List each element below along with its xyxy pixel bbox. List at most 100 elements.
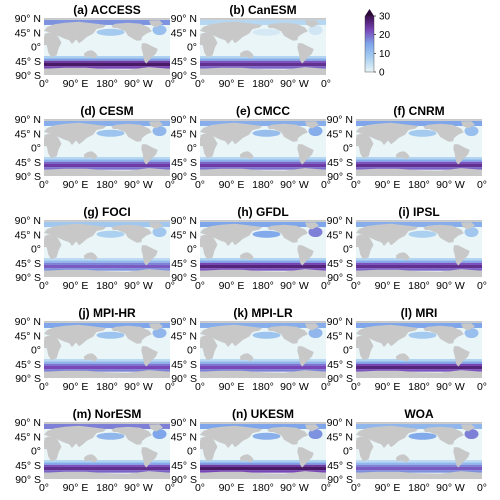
southern-ocean-band [200, 361, 326, 364]
landmass [111, 426, 152, 445]
longitude-tick-label: 0° [39, 179, 49, 191]
panel-title: WOA [404, 407, 434, 421]
southern-ocean-band [200, 66, 326, 69]
landmass [149, 424, 163, 432]
latitude-tick-label: 45° N [171, 27, 197, 39]
southern-ocean-band [356, 365, 482, 370]
southern-ocean-band [200, 159, 326, 162]
longitude-tick-label: 180° [252, 280, 274, 292]
landmass [200, 269, 326, 277]
longitude-tick-label: 0° [321, 78, 331, 90]
longitude-tick-label: 180° [252, 78, 274, 90]
latitude-tick-label: 90° N [15, 114, 41, 126]
north-pacific-patch [408, 331, 437, 339]
latitude-tick-label: 45° S [171, 460, 197, 472]
latitude-tick-label: 0° [343, 244, 353, 256]
landmass [297, 43, 314, 64]
longitude-tick-label: 90° E [219, 78, 245, 90]
southern-ocean-band [200, 56, 326, 59]
southern-ocean-band [356, 264, 482, 269]
arctic-band [356, 120, 482, 126]
southern-ocean-band [356, 462, 482, 465]
panel-title: (a) ACCESS [73, 3, 141, 17]
colorbar-extend-triangle [365, 9, 374, 16]
north-atlantic-patch [152, 227, 167, 238]
landmass [267, 123, 308, 142]
southern-ocean-band [44, 56, 170, 59]
landmass [305, 121, 319, 129]
landmass [423, 426, 464, 445]
latitude-tick-label: 45° N [327, 330, 353, 342]
latitude-tick-label: 45° N [15, 330, 41, 342]
latitude-tick-label: 90° N [327, 316, 353, 328]
longitude-tick-label: 0° [321, 381, 331, 393]
landmass [44, 422, 170, 424]
longitude-tick-label: 90° W [280, 280, 309, 292]
panel-title: (j) MPI-HR [78, 306, 136, 320]
southern-ocean-band [200, 258, 326, 261]
landmass [356, 370, 482, 378]
north-pacific-patch [252, 230, 281, 238]
longitude-tick-label: 90° W [124, 280, 153, 292]
latitude-tick-label: 45° S [171, 157, 197, 169]
panel-title: (g) FOCI [83, 205, 130, 219]
landmass [267, 426, 308, 445]
longitude-tick-label: 90° W [280, 78, 309, 90]
longitude-tick-label: 180° [408, 482, 430, 494]
longitude-tick-label: 180° [96, 179, 118, 191]
north-pacific-patch [96, 230, 125, 238]
southern-ocean-band [200, 262, 326, 265]
panel-title: (k) MPI-LR [233, 306, 293, 320]
landmass [200, 370, 326, 378]
longitude-tick-label: 180° [96, 280, 118, 292]
landmass [83, 353, 98, 362]
landmass [305, 20, 319, 28]
landmass [149, 222, 163, 230]
longitude-tick-label: 0° [477, 179, 487, 191]
southern-ocean-band [44, 264, 170, 269]
longitude-tick-label: 90° E [63, 280, 89, 292]
landmass [44, 122, 107, 145]
arctic-band [200, 120, 326, 126]
longitude-tick-label: 0° [165, 280, 175, 292]
landmass [356, 220, 482, 222]
landmass [356, 168, 482, 176]
southern-ocean-band [356, 466, 482, 471]
panel-title: (h) GFDL [237, 205, 288, 219]
landmass [453, 245, 470, 266]
southern-ocean-band [356, 268, 482, 271]
latitude-tick-label: 45° S [15, 157, 41, 169]
southern-ocean-band [200, 268, 326, 271]
longitude-tick-label: 0° [477, 482, 487, 494]
latitude-tick-label: 90° S [327, 373, 353, 385]
longitude-tick-label: 180° [96, 78, 118, 90]
latitude-tick-label: 45° S [327, 460, 353, 472]
southern-ocean-band [356, 363, 482, 366]
southern-ocean-band [200, 167, 326, 170]
latitude-tick-label: 0° [187, 244, 197, 256]
arctic-band [44, 120, 170, 126]
southern-ocean-band [356, 369, 482, 372]
southern-ocean-band [200, 365, 326, 370]
latitude-tick-label: 0° [31, 42, 41, 54]
latitude-tick-label: 90° S [15, 171, 41, 183]
landmass [297, 346, 314, 367]
longitude-tick-label: 90° W [124, 179, 153, 191]
north-atlantic-patch [308, 25, 323, 36]
southern-ocean-band [200, 359, 326, 362]
latitude-tick-label: 45° N [15, 431, 41, 443]
longitude-tick-label: 0° [195, 482, 205, 494]
southern-ocean-band [44, 369, 170, 372]
arctic-band [44, 423, 170, 429]
landmass [141, 144, 158, 165]
landmass [44, 269, 170, 277]
southern-ocean-band [356, 464, 482, 467]
longitude-tick-label: 90° E [375, 280, 401, 292]
north-pacific-patch [252, 331, 281, 339]
latitude-tick-label: 0° [31, 143, 41, 155]
